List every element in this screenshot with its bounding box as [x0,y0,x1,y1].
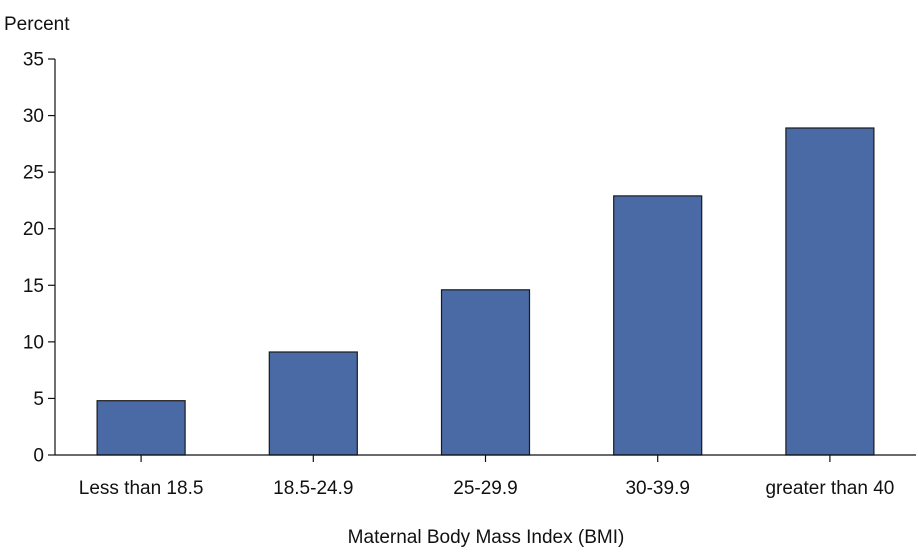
y-tick-label-5: 25 [23,163,44,184]
bar-3 [613,195,703,456]
y-tick-label-1: 5 [33,389,44,410]
bar-4 [785,127,875,456]
x-category-label-1: 18.5-24.9 [273,478,353,499]
y-tick-label-0: 0 [33,446,44,467]
x-category-label-0: Less than 18.5 [79,478,204,499]
x-category-label-4: greater than 40 [765,478,894,499]
y-tick-label-6: 30 [23,106,44,127]
x-axis-title: Maternal Body Mass Index (BMI) [348,527,625,548]
y-axis-title: Percent [4,14,70,35]
y-tick-label-2: 10 [23,332,44,353]
bars-group [96,127,875,456]
x-category-label-3: 30-39.9 [625,478,689,499]
bar-0 [96,400,186,456]
y-ticks-group: 0 5 10 15 20 25 30 35 [23,50,55,467]
x-labels-group: Less than 18.5 18.5-24.9 25-29.9 30-39.9 gre… [79,455,894,499]
y-tick-label-3: 15 [23,276,44,297]
y-tick-label-7: 35 [23,50,44,71]
x-category-label-2: 25-29.9 [453,478,517,499]
bar-2 [440,289,531,456]
y-tick-label-4: 20 [23,219,44,240]
bar-1 [268,351,358,456]
